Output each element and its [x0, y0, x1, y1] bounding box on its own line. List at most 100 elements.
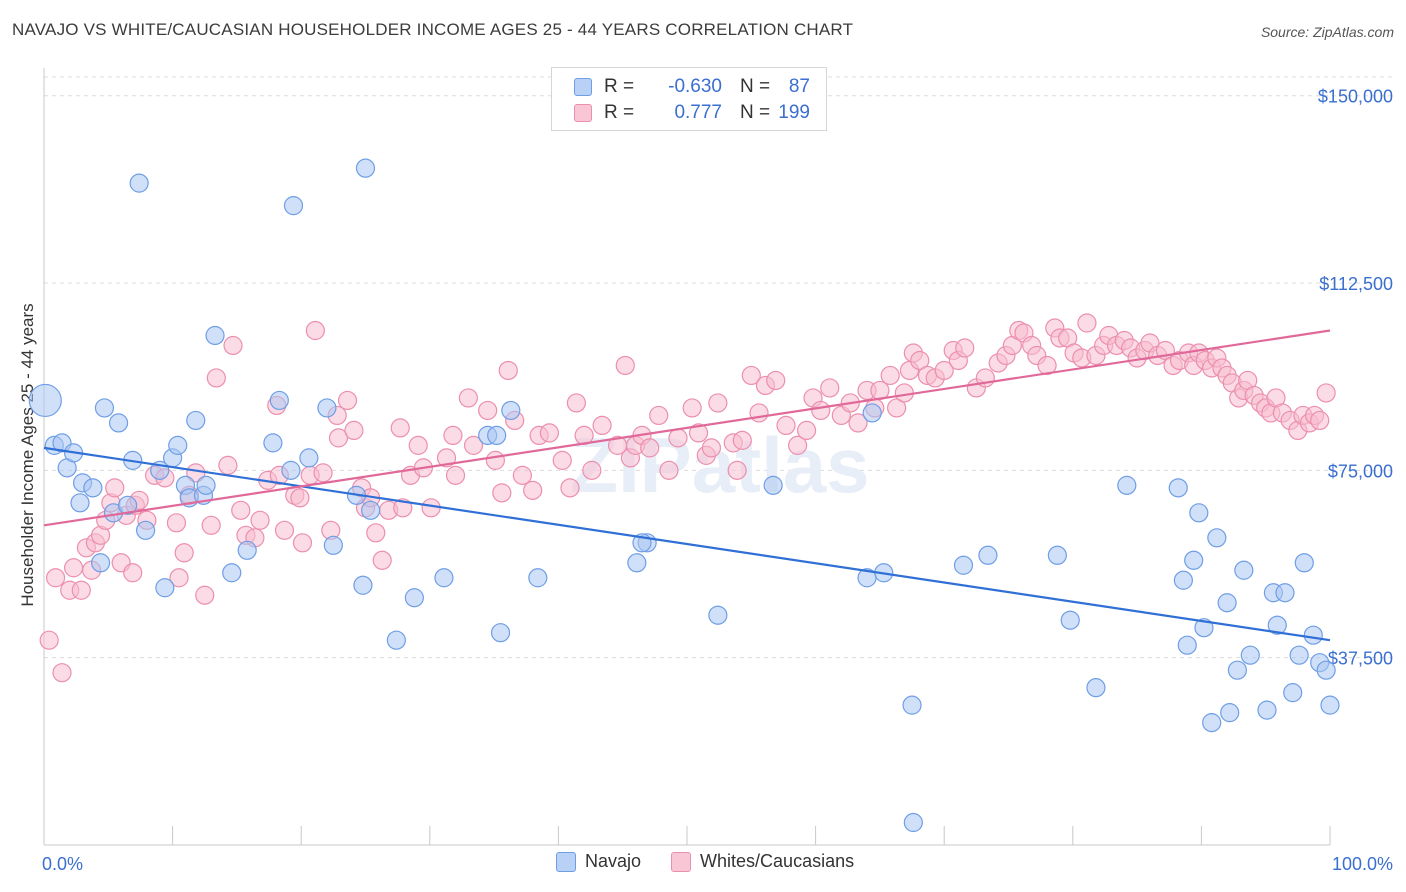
n-label: N = [740, 102, 771, 123]
navajo-point [501, 400, 521, 421]
navajo-point [903, 812, 923, 833]
navajo-point [1207, 528, 1227, 548]
navajo-point [323, 535, 343, 555]
whites-point [498, 360, 518, 381]
navajo-point [28, 383, 62, 418]
whites-point [512, 465, 532, 485]
whites-point [337, 390, 358, 411]
whites-point [776, 415, 796, 436]
navajo-point [1184, 550, 1204, 570]
navajo-point [1234, 560, 1254, 580]
whites-point [123, 563, 143, 583]
whites-point [478, 400, 498, 421]
navajo-point [283, 196, 304, 216]
navajo-point [1267, 615, 1287, 635]
whites-point [659, 460, 679, 480]
whites-point [582, 460, 602, 480]
navajo-point [269, 390, 289, 411]
navajo-point [1240, 645, 1260, 665]
navajo-point [1189, 503, 1209, 523]
navajo-point [299, 448, 319, 468]
whites-point [421, 498, 441, 518]
whites-point [223, 335, 243, 356]
whites-point [592, 415, 612, 436]
navajo-point [1217, 593, 1237, 613]
navajo-point [1060, 610, 1080, 630]
whites-point [305, 320, 325, 341]
navajo-point [404, 588, 424, 608]
y-tick-label: $112,500 [1319, 274, 1393, 294]
whites-point [682, 398, 702, 418]
whites-point [458, 388, 478, 408]
navajo-point [1283, 683, 1303, 703]
whites-point [539, 423, 559, 443]
whites-point [206, 368, 226, 388]
whites-point [169, 568, 189, 588]
navajo-point [1173, 570, 1193, 590]
correlation-legend: R = -0.630 N = 87 R = 0.777 N = 199 [551, 67, 827, 131]
whites-point [668, 428, 688, 448]
navajo-point [135, 520, 156, 540]
whites-point [231, 500, 251, 520]
y-tick-label: $150,000 [1318, 87, 1393, 107]
navajo-point [978, 545, 998, 565]
y-tick-label: $37,500 [1328, 649, 1393, 669]
whites-point [463, 435, 484, 455]
whites-point [174, 543, 194, 563]
navajo-point [953, 555, 974, 575]
whites-point [910, 350, 930, 371]
navajo-point [355, 158, 376, 178]
y-axis-label: Householder Income Ages 25 - 44 years [18, 303, 37, 606]
navajo-point [862, 403, 882, 423]
legend-row-whites: R = 0.777 N = 199 [574, 99, 810, 127]
r-label: R = [604, 102, 635, 123]
whites-point [880, 365, 900, 386]
whites-point [552, 450, 572, 470]
navajo-point [70, 493, 90, 513]
whites-legend-label: Whites/Caucasians [700, 851, 855, 871]
whites-point [485, 450, 505, 470]
navajo-point [117, 495, 138, 515]
whites-point [344, 420, 364, 441]
whites-point [166, 513, 187, 533]
navajo-point [434, 568, 454, 588]
whites-point [640, 438, 660, 458]
navajo-point [1289, 645, 1309, 665]
navajo-point [361, 500, 381, 520]
whites-point [523, 480, 543, 500]
whites-point [727, 460, 747, 480]
legend-item-whites: Whites/Caucasians [671, 851, 854, 872]
navajo-point [196, 475, 216, 495]
whites-point [1310, 410, 1330, 431]
navajo-point [1316, 660, 1336, 680]
n-label: N = [740, 76, 771, 97]
navajo-point [237, 540, 257, 560]
whites-point [290, 488, 310, 508]
navajo-point [487, 425, 507, 445]
whites-point [766, 370, 786, 391]
whites-point [848, 413, 868, 433]
whites-point [274, 520, 295, 540]
navajo-point [763, 475, 783, 495]
whites-point [749, 403, 769, 423]
whites-point [741, 365, 761, 386]
navajo-point [1202, 713, 1222, 733]
navajo-swatch [574, 78, 592, 96]
whites-point [313, 463, 333, 483]
navajo-point [708, 605, 728, 625]
navajo-point [1303, 625, 1323, 645]
navajo-point [155, 578, 175, 598]
navajo-point [627, 553, 647, 573]
whites-point [328, 428, 349, 448]
whites-point [71, 580, 91, 600]
navajo-point [1294, 553, 1314, 573]
whites-point [445, 465, 466, 485]
navajo-point [168, 435, 188, 455]
y-tick-label: $75,000 [1328, 461, 1393, 481]
series-legend: Navajo Whites/Caucasians [556, 851, 884, 872]
whites-point [443, 425, 463, 445]
whites-point [52, 663, 72, 683]
navajo-point [1320, 695, 1340, 715]
n-value: 87 [788, 76, 810, 97]
